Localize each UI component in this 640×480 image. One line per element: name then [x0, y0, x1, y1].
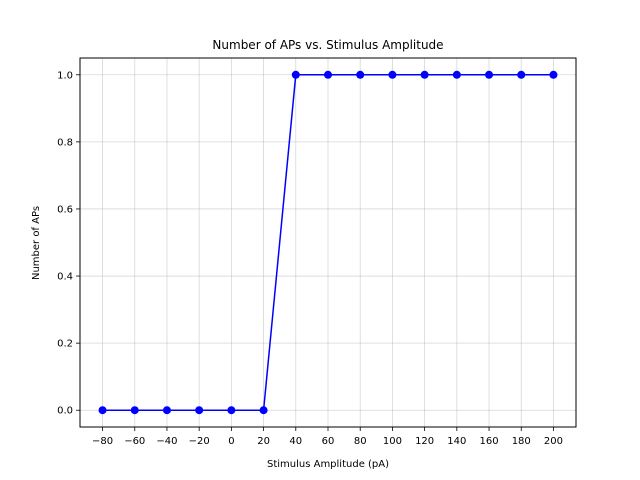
data-point	[291, 70, 300, 79]
data-point	[324, 70, 332, 79]
x-axis-ticks: −80 −60 −40 −20 0 20 40 60 80 100 120 140 160 180 200	[92, 427, 563, 447]
x-tick-label: 140	[447, 436, 466, 447]
data-point	[259, 406, 268, 415]
x-tick-label: 0	[228, 436, 234, 447]
x-axis-label: Stimulus Amplitude (pA)	[267, 459, 389, 470]
data-point	[98, 406, 107, 415]
x-tick-label: 60	[322, 436, 335, 447]
data-point	[130, 406, 139, 415]
x-tick-label: 80	[354, 436, 367, 447]
y-tick-label: 0.8	[57, 137, 73, 148]
y-tick-label: 1.0	[57, 70, 73, 81]
data-point	[549, 70, 558, 79]
x-tick-label: 200	[544, 436, 563, 447]
y-tick-label: 0.6	[57, 204, 73, 215]
y-axis-ticks: 0.0 0.2 0.4 0.6 0.8 1.0	[57, 70, 80, 417]
data-point	[388, 70, 397, 79]
x-tick-label: 100	[383, 436, 402, 447]
data-point	[420, 70, 429, 79]
data-point	[517, 70, 526, 79]
x-tick-label: −20	[189, 436, 210, 447]
data-point	[452, 70, 461, 79]
data-point	[162, 406, 171, 415]
data-point	[356, 70, 365, 79]
x-tick-label: −80	[92, 436, 113, 447]
y-tick-label: 0.2	[57, 339, 73, 350]
x-tick-label: 180	[512, 436, 531, 447]
x-tick-label: −60	[124, 436, 145, 447]
x-tick-label: 160	[479, 436, 498, 447]
data-point	[485, 70, 494, 79]
y-tick-label: 0.4	[57, 272, 73, 283]
x-tick-label: −40	[156, 436, 177, 447]
chart-title: Number of APs vs. Stimulus Amplitude	[212, 38, 443, 52]
grid	[80, 58, 576, 427]
x-tick-label: 20	[257, 436, 270, 447]
y-axis-label: Number of APs	[31, 206, 42, 280]
x-tick-label: 40	[289, 436, 302, 447]
x-tick-label: 120	[415, 436, 434, 447]
data-point	[227, 406, 236, 415]
y-tick-label: 0.0	[57, 406, 73, 417]
series-group	[98, 70, 558, 415]
data-point	[195, 406, 204, 415]
